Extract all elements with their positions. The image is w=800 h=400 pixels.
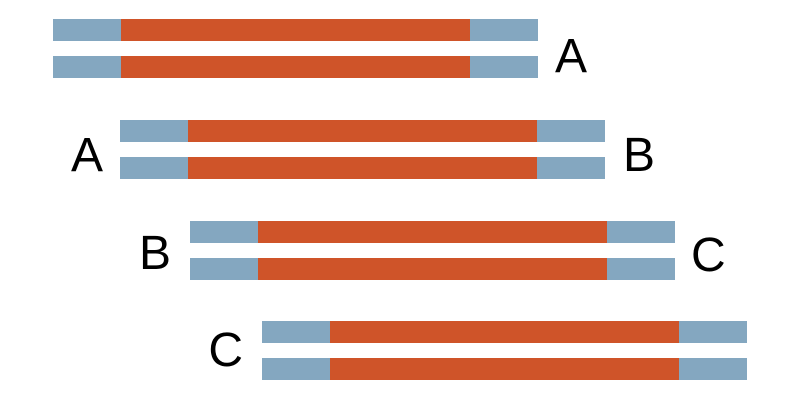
fragment-3-strand-bottom bbox=[190, 258, 675, 280]
core-segment bbox=[188, 157, 537, 179]
overlap-segment-left bbox=[120, 120, 188, 142]
overlap-segment-right bbox=[607, 221, 675, 243]
overlap-segment-left bbox=[190, 258, 258, 280]
core-segment bbox=[121, 19, 470, 41]
fragment-4-left-label: C bbox=[208, 324, 243, 377]
fragment-4: C bbox=[208, 321, 747, 380]
fragment-1-strand-top bbox=[53, 19, 538, 41]
fragment-1: A bbox=[53, 19, 587, 83]
overlap-segment-right bbox=[679, 321, 747, 343]
fragment-2-strand-top bbox=[120, 120, 605, 142]
fragment-4-strand-top bbox=[262, 321, 747, 343]
overlap-segment-left bbox=[53, 56, 121, 78]
overlap-segment-right bbox=[537, 120, 605, 142]
fragment-3-left-label: B bbox=[139, 227, 171, 280]
overlap-segment-right bbox=[679, 358, 747, 380]
overlap-segment-right bbox=[607, 258, 675, 280]
overlap-segment-left bbox=[120, 157, 188, 179]
fragment-2-strand-bottom bbox=[120, 157, 605, 179]
fragment-1-strand-bottom bbox=[53, 56, 538, 78]
fragment-2-right-label: B bbox=[623, 129, 655, 182]
fragment-2: A B bbox=[71, 120, 655, 182]
fragment-3: B C bbox=[139, 221, 726, 282]
fragment-2-left-label: A bbox=[71, 129, 103, 182]
overlap-segment-left bbox=[262, 321, 330, 343]
overlap-segment-right bbox=[470, 56, 538, 78]
core-segment bbox=[258, 221, 607, 243]
core-segment bbox=[330, 358, 679, 380]
fragment-3-right-label: C bbox=[691, 229, 726, 282]
core-segment bbox=[330, 321, 679, 343]
overlap-segment-right bbox=[537, 157, 605, 179]
core-segment bbox=[121, 56, 470, 78]
fragment-4-strand-bottom bbox=[262, 358, 747, 380]
core-segment bbox=[258, 258, 607, 280]
overlap-segment-left bbox=[53, 19, 121, 41]
overlap-segment-left bbox=[190, 221, 258, 243]
fragment-3-strand-top bbox=[190, 221, 675, 243]
overlap-segment-right bbox=[470, 19, 538, 41]
overlap-segment-left bbox=[262, 358, 330, 380]
fragment-1-right-label: A bbox=[555, 30, 587, 83]
core-segment bbox=[188, 120, 537, 142]
